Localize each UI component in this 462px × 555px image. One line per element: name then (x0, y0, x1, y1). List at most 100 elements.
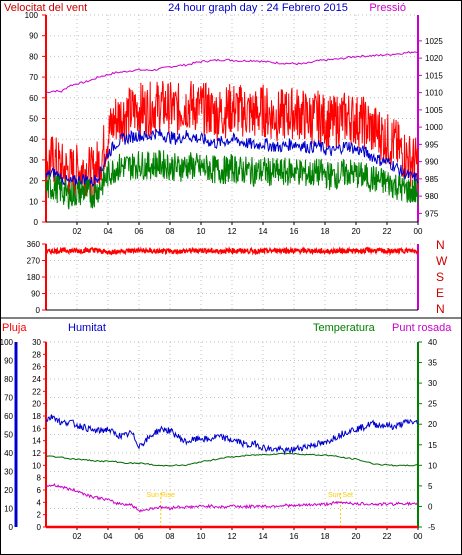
wind-panel-xtick-label: 18 (321, 227, 330, 236)
pressure-ytick-label: 980 (425, 192, 439, 201)
direction-label-e: E (436, 286, 444, 300)
wind-panel-xtick-label: 06 (135, 227, 144, 236)
weather-panel-xtick-label: 06 (135, 532, 144, 541)
dew-point-axis-title: Punt rosada (392, 322, 452, 334)
wind-axis-title: Velocitat del vent (4, 2, 87, 14)
temperature-ytick-label: 25 (428, 400, 437, 409)
pressure-ytick-label: 975 (425, 209, 439, 218)
wind-panel-xtick-label: 14 (259, 227, 268, 236)
sunrise-label: Sun Rise (146, 492, 175, 499)
chart-title: 24 hour graph day : 24 Febrero 2015 (168, 2, 348, 14)
pressure-axis-title: Pressió (369, 2, 406, 14)
pressure-ytick-label: 1010 (425, 89, 443, 98)
weather-panel-xtick-label: 18 (321, 532, 330, 541)
pressure-ytick-label: 1000 (425, 123, 443, 132)
wind-speed-line (45, 149, 419, 210)
direction-ytick-label: 90 (31, 290, 40, 299)
weather-panel-xtick-label: 02 (73, 532, 82, 541)
pressure-ytick-label: 1015 (425, 71, 443, 80)
weather-panel-xtick-label: 12 (228, 532, 237, 541)
pressure-ytick-label: 1025 (425, 37, 443, 46)
humidity-ytick-label: 100 (0, 338, 14, 347)
pressure-ytick-label: 995 (425, 140, 439, 149)
rain-ytick-label: 26 (32, 363, 41, 372)
rain-ytick-label: 0 (37, 523, 42, 532)
wind-panel-xtick-label: 02 (73, 227, 82, 236)
rain-ytick-label: 20 (32, 400, 41, 409)
temperature-ytick-label: 15 (428, 441, 437, 450)
wind-ytick-label: 60 (29, 94, 38, 103)
rain-ytick-label: 16 (32, 424, 41, 433)
direction-ytick-label: 360 (27, 240, 41, 249)
humidity-ytick-label: 10 (4, 505, 13, 514)
rain-ytick-label: 14 (32, 437, 41, 446)
wind-ytick-label: 30 (29, 156, 38, 165)
rain-ytick-label: 28 (32, 350, 41, 359)
rain-ytick-label: 4 (37, 498, 42, 507)
rain-ytick-label: 24 (32, 375, 41, 384)
humidity-axis-title: Humitat (68, 322, 106, 334)
weather-panel-xtick-label: 10 (197, 532, 206, 541)
direction-ytick-label: 0 (36, 306, 41, 315)
direction-ytick-label: 180 (27, 273, 41, 282)
weather-panel-xtick-label: 04 (104, 532, 113, 541)
wind-ytick-label: 90 (29, 32, 38, 41)
direction-ytick-label: 270 (27, 257, 41, 266)
rain-ytick-label: 30 (32, 338, 41, 347)
wind-ytick-label: 40 (29, 135, 38, 144)
wind-panel-xtick-label: 00 (414, 227, 423, 236)
direction-label-n-bottom: N (436, 302, 445, 316)
humidity-ytick-label: 70 (4, 394, 13, 403)
humidity-ytick-label: 50 (4, 431, 13, 440)
humidity-ytick-label: 40 (4, 449, 13, 458)
humidity-ytick-label: 20 (4, 486, 13, 495)
wind-gust-line (45, 80, 419, 200)
weather-panel-xtick-label: 20 (352, 532, 361, 541)
sunset-label: Sun Set (328, 492, 353, 499)
rain-ytick-label: 8 (37, 474, 42, 483)
temperature-ytick-label: 5 (428, 482, 433, 491)
rain-ytick-label: 18 (32, 412, 41, 421)
wind-ytick-label: 0 (34, 218, 39, 227)
rain-ytick-label: 22 (32, 387, 41, 396)
direction-label-n-top: N (436, 238, 445, 252)
direction-label-w: W (436, 254, 448, 268)
pressure-ytick-label: 1005 (425, 106, 443, 115)
direction-label-s: S (436, 270, 444, 284)
pressure-ytick-label: 985 (425, 175, 439, 184)
weather-panel-xtick-label: 08 (166, 532, 175, 541)
humidity-ytick-label: 90 (4, 357, 13, 366)
weather-panel-xtick-label: 16 (290, 532, 299, 541)
temperature-line (45, 452, 418, 467)
temperature-ytick-label: 10 (428, 461, 437, 470)
weather-panel-xtick-label: 00 (414, 532, 423, 541)
wind-panel-xtick-label: 16 (290, 227, 299, 236)
temperature-ytick-label: 20 (428, 420, 437, 429)
wind-ytick-label: 20 (29, 177, 38, 186)
temperature-ytick-label: 35 (428, 359, 437, 368)
temperature-ytick-label: 40 (428, 338, 437, 347)
wind-panel-xtick-label: 12 (228, 227, 237, 236)
humidity-ytick-label: 0 (9, 523, 14, 532)
wind-panel-xtick-label: 10 (197, 227, 206, 236)
wind-direction-line (45, 246, 419, 257)
rain-ytick-label: 6 (37, 486, 42, 495)
pressure-ytick-label: 990 (425, 158, 439, 167)
rain-axis-title: Pluja (2, 322, 27, 334)
temperature-axis-title: Temperatura (313, 322, 376, 334)
wind-panel-xtick-label: 20 (352, 227, 361, 236)
wind-panel-xtick-label: 04 (104, 227, 113, 236)
humidity-ytick-label: 30 (4, 468, 13, 477)
wind-ytick-label: 50 (29, 115, 38, 124)
temperature-ytick-label: -5 (428, 523, 436, 532)
pressure-line (45, 50, 419, 94)
plot-layer: 0102030405060708090100975980985990995100… (0, 11, 443, 541)
wind-panel-xtick-label: 22 (383, 227, 392, 236)
wind-ytick-label: 100 (25, 11, 39, 20)
humidity-ytick-label: 80 (4, 375, 13, 384)
wind-panel-xtick-label: 08 (166, 227, 175, 236)
weather-panel-xtick-label: 22 (383, 532, 392, 541)
temperature-ytick-label: 30 (428, 379, 437, 388)
